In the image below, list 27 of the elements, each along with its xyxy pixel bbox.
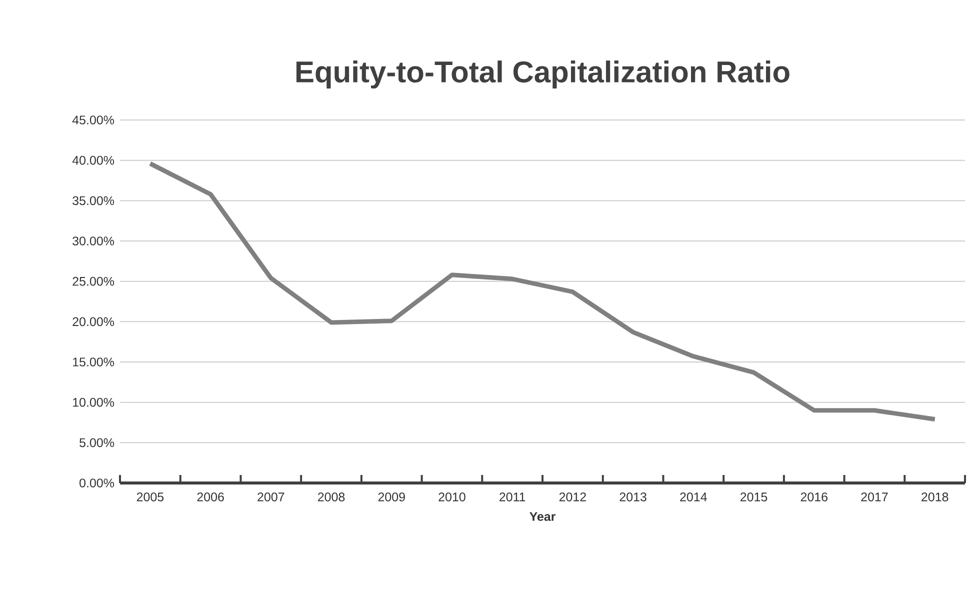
- y-tick-label: 25.00%: [72, 276, 114, 286]
- x-tick-label: 2017: [861, 492, 888, 502]
- x-axis-title: Year: [530, 512, 556, 521]
- x-tick-label: 2010: [438, 492, 466, 502]
- x-tick-label: 2009: [378, 492, 405, 502]
- y-tick-label: 20.00%: [72, 317, 114, 326]
- y-tick-label: 10.00%: [73, 398, 114, 407]
- x-tick-label: 2018: [922, 492, 948, 502]
- y-tick-label: 40.00%: [72, 156, 114, 165]
- y-tick-label: 35.00%: [72, 196, 114, 206]
- x-tick-label: 2008: [318, 492, 345, 502]
- y-tick-label: 0.00%: [80, 478, 114, 488]
- x-tick-label: 2012: [559, 492, 586, 502]
- y-tick-label: 45.00%: [72, 116, 114, 124]
- x-tick-label: 2011: [500, 492, 526, 502]
- x-tick-label: 2014: [680, 492, 707, 502]
- x-tick-label: 2006: [197, 492, 224, 502]
- x-tick-label: 2013: [620, 492, 646, 502]
- x-tick-label: 2007: [258, 492, 284, 502]
- y-tick-label: 15.00%: [73, 358, 114, 366]
- x-tick-label: 2015: [740, 492, 768, 502]
- x-tick-label: 2005: [136, 492, 164, 502]
- y-tick-label: 5.00%: [80, 438, 114, 448]
- line-series: [148, 161, 938, 422]
- y-tick-label: 30.00%: [72, 236, 114, 246]
- chart-title: Equity-to-Total Capitalization Ratio: [296, 60, 790, 88]
- x-tick-label: 2016: [800, 492, 828, 502]
